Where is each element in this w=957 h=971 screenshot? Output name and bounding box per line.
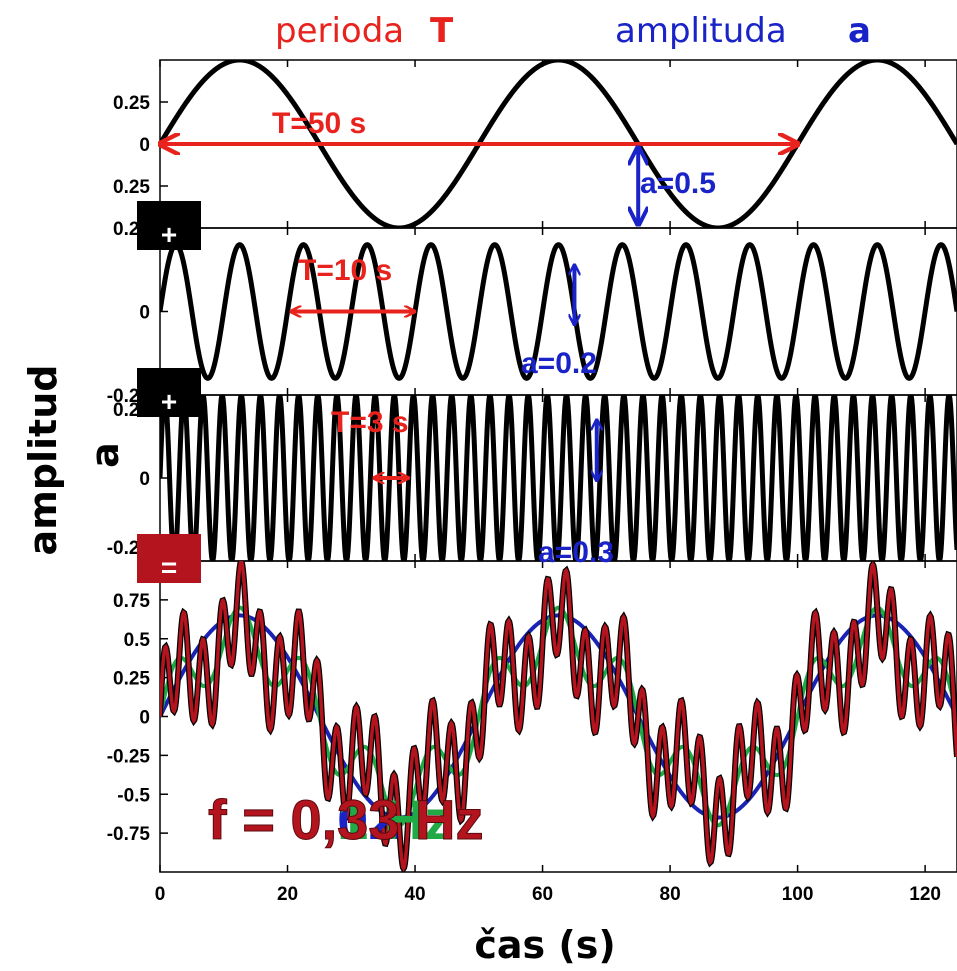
y-tick-label: 0 [139,303,150,324]
y-tick-label: 0.75 [113,591,150,612]
x-tick-label: 40 [404,884,425,905]
frequency-label-1: f = 0,02 Hz [208,788,483,851]
operator-symbol-1: + [161,219,177,250]
panels-group: 0.2500.250.250-0.250.250-0.250.750.50.25… [107,59,957,905]
y-tick-label: -0.5 [117,785,150,806]
y-tick-label: -0.25 [107,746,151,767]
header-amplitude-symbol: a [848,11,871,51]
sine-curve [160,60,957,228]
x-tick-label: 0 [155,884,166,905]
operator-badge-2 [137,368,201,417]
x-tick-label: 120 [909,884,941,905]
amplitude-label-2: a=0.2 [521,347,597,380]
amplitude-label-3: a=0.3 [538,536,614,569]
sine-curve [160,242,957,381]
operator-symbol-2: + [161,386,177,417]
header-period-word: perioda [275,11,404,51]
y-axis-label: amplitud [21,365,65,556]
frequency-label-3: f = 0,33 Hz [208,788,483,851]
y-tick-label: 0 [139,469,150,490]
period-label-1: T=50 s [272,107,366,140]
y-tick-label: 0.25 [113,177,150,198]
x-axis-label: čas (s) [474,923,615,967]
sine-curve [160,395,957,561]
operator-badge-3 [137,534,201,583]
overlays-group: T=50 s a=0.5 T=10 s a=0.2 T=3 s a=0.3 + + = f = 0… [137,107,798,852]
operator-symbol-3: = [161,552,177,583]
x-tick-label: 60 [532,884,553,905]
panel-3: 0.250-0.25 [107,394,957,562]
header-amplitude-word: amplituda [615,11,787,51]
header-period-symbol: T [430,11,454,51]
red-sum-curve [160,561,957,872]
y-tick-label: 0 [139,708,150,729]
y-axis-label-overlap: a [83,442,127,468]
period-label-2: T=10 s [298,254,392,287]
x-tick-label: 100 [782,884,814,905]
y-tick-label: 0 [139,135,150,156]
amplitude-label-1: a=0.5 [640,167,716,200]
x-tick-label: 80 [660,884,681,905]
x-tick-label: 20 [277,884,298,905]
frequency-label-2: f = 0,1 Hz [208,788,452,851]
panel-4: 0.75 0.5 0.25 0 -0.25 -0.5 -0.75 0 20 40 60 80 100 12… [107,560,957,905]
operator-badge-1 [137,201,201,250]
y-tick-label: 0.25 [113,669,150,690]
period-label-3: T=3 s [331,406,409,439]
y-tick-label: 0.5 [124,630,151,651]
y-tick-label: -0.75 [107,824,151,845]
y-tick-label: 0.25 [113,93,150,114]
